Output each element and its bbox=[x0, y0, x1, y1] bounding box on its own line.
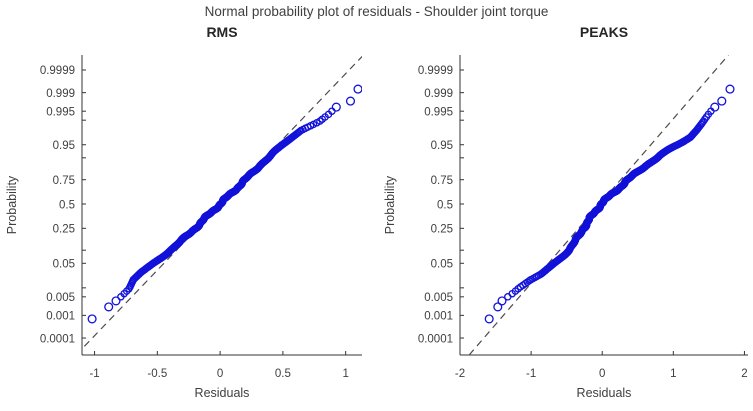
peaks-subplot-title: PEAKS bbox=[580, 24, 628, 40]
data-point bbox=[353, 84, 362, 94]
y-tick-label: 0.25 bbox=[53, 224, 75, 236]
data-point bbox=[710, 102, 720, 112]
y-tick-label: 0.05 bbox=[431, 259, 453, 271]
figure-title: Normal probability plot of residuals - S… bbox=[204, 4, 549, 19]
x-tick-label: -2 bbox=[455, 368, 465, 380]
rms-x-axis-label: Residuals bbox=[195, 386, 250, 400]
x-tick-label: 1 bbox=[342, 368, 348, 380]
y-tick-label: 0.999 bbox=[46, 88, 75, 100]
y-tick-label: 0.999 bbox=[424, 88, 453, 100]
data-point bbox=[493, 302, 503, 312]
y-tick-label: 0.0001 bbox=[418, 333, 453, 345]
data-point bbox=[525, 277, 533, 285]
data-point bbox=[717, 96, 727, 106]
y-tick-label: 0.95 bbox=[53, 140, 75, 152]
y-tick-label: 0.995 bbox=[46, 106, 75, 118]
y-tick-label: 0.005 bbox=[46, 292, 75, 304]
y-tick-label: 0.001 bbox=[424, 311, 453, 323]
y-tick-label: 0.5 bbox=[437, 199, 453, 211]
data-point bbox=[331, 102, 341, 112]
y-tick-label: 0.05 bbox=[53, 259, 75, 271]
y-tick-label: 0.005 bbox=[424, 292, 453, 304]
data-point bbox=[725, 84, 735, 94]
x-tick-label: 0 bbox=[217, 368, 223, 380]
y-tick-label: 0.001 bbox=[46, 311, 75, 323]
y-tick-label: 0.9999 bbox=[418, 65, 453, 77]
peaks-data-points bbox=[484, 84, 735, 324]
y-tick-label: 0.995 bbox=[424, 106, 453, 118]
y-tick-label: 0.75 bbox=[53, 175, 75, 187]
y-tick-label: 0.75 bbox=[431, 175, 453, 187]
y-tick-label: 0.25 bbox=[431, 224, 453, 236]
peaks-x-axis-label: Residuals bbox=[577, 386, 632, 400]
y-tick-label: 0.5 bbox=[59, 199, 75, 211]
x-tick-label: 0.5 bbox=[275, 368, 291, 380]
x-tick-label: 1 bbox=[670, 368, 676, 380]
peaks-y-axis-label: Probability bbox=[383, 175, 397, 234]
x-tick-label: -0.5 bbox=[147, 368, 167, 380]
data-point bbox=[87, 314, 97, 324]
y-tick-label: 0.95 bbox=[431, 140, 453, 152]
y-tick-label: 0.0001 bbox=[40, 333, 75, 345]
x-tick-label: -1 bbox=[89, 368, 99, 380]
x-tick-label: 2 bbox=[741, 368, 747, 380]
data-point bbox=[104, 302, 114, 312]
data-point bbox=[497, 296, 507, 306]
x-tick-label: -1 bbox=[526, 368, 536, 380]
data-point bbox=[484, 314, 494, 324]
y-tick-label: 0.9999 bbox=[40, 65, 75, 77]
data-point bbox=[111, 296, 121, 306]
x-tick-label: 0 bbox=[599, 368, 605, 380]
rms-y-axis-label: Probability bbox=[5, 175, 19, 234]
data-point bbox=[504, 293, 512, 301]
rms-subplot-title: RMS bbox=[206, 24, 237, 40]
data-point bbox=[345, 96, 356, 106]
rms-data-points bbox=[87, 84, 362, 324]
